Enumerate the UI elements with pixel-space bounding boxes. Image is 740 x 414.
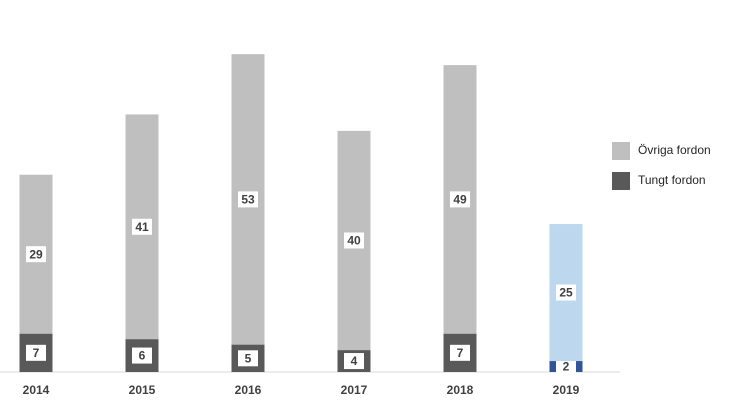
value-label-box [344,353,364,370]
x-tick-label: 2019 [553,383,580,397]
legend-label: Tungt fordon [638,173,706,187]
value-label: 2 [563,360,570,374]
value-label-box [556,358,576,375]
value-label: 49 [453,193,467,207]
x-tick-label: 2016 [235,383,262,397]
value-label-box [450,344,470,361]
value-label: 40 [347,234,361,248]
value-label: 29 [29,247,43,261]
value-label: 5 [245,351,252,365]
x-tick-label: 2014 [23,383,50,397]
value-label: 53 [241,193,255,207]
x-tick-label: 2018 [447,383,474,397]
value-label: 6 [139,349,146,363]
legend-label: Övriga fordon [638,143,711,157]
value-label-box [238,191,258,208]
legend-swatch [612,142,630,160]
value-label-box [238,350,258,367]
value-label: 4 [351,354,358,368]
value-label: 41 [135,220,149,234]
value-label-box [556,284,576,301]
value-label: 25 [559,286,573,300]
value-label-box [344,232,364,249]
value-label: 7 [33,346,40,360]
value-label-box [132,347,152,364]
value-label-box [132,218,152,235]
value-label: 7 [457,346,464,360]
value-label-box [26,344,46,361]
value-label-box [26,246,46,263]
legend-swatch [612,172,630,190]
value-label-box [450,191,470,208]
x-tick-label: 2015 [129,383,156,397]
x-tick-label: 2017 [341,383,368,397]
